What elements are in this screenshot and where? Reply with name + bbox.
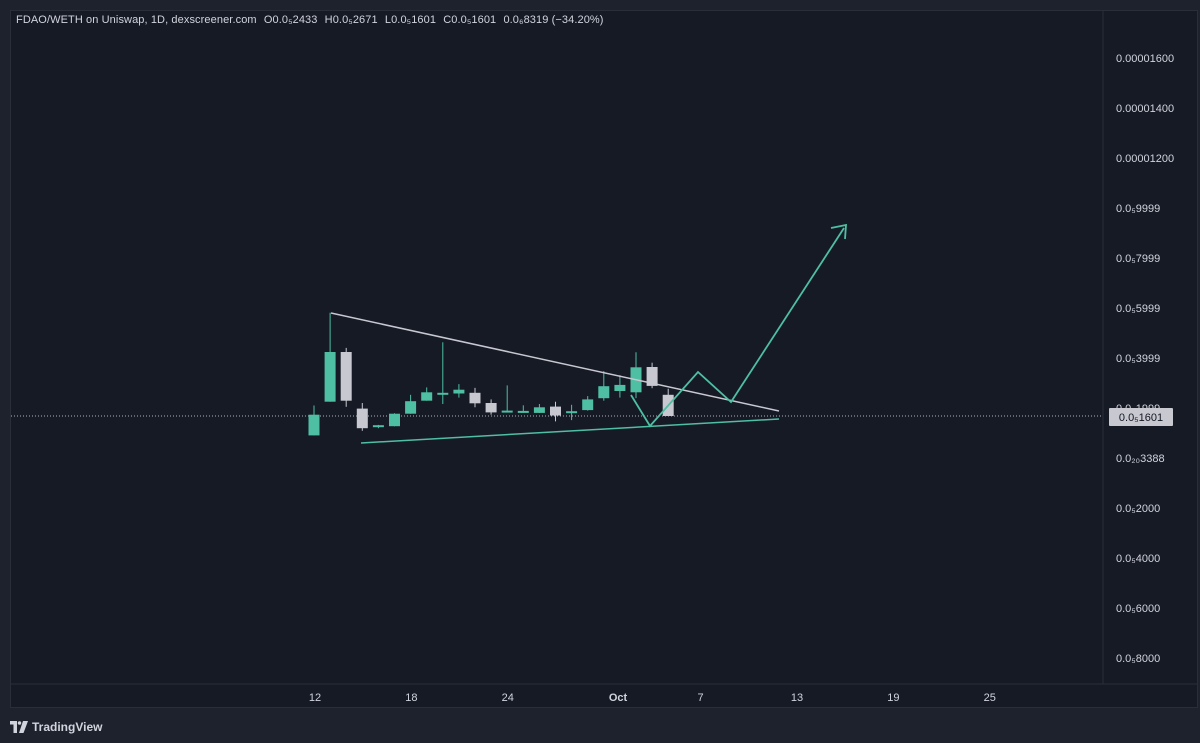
- projection-path[interactable]: [630, 227, 845, 428]
- candle-body: [437, 392, 449, 395]
- price-tick-label: 0.0₅7999: [1116, 253, 1160, 265]
- tradingview-brand: TradingView: [32, 720, 103, 734]
- candle-body: [598, 386, 610, 399]
- low-value: L0.0₅1601: [384, 14, 437, 26]
- candle-body: [646, 367, 658, 386]
- time-tick-label: 18: [405, 692, 417, 704]
- candle-body: [485, 403, 497, 413]
- time-tick-label: 24: [502, 692, 514, 704]
- candle-body: [356, 408, 368, 429]
- last-price-label-bg: [1109, 408, 1173, 426]
- candle-body: [340, 352, 352, 401]
- price-tick-label: 0.0₅6000: [1116, 603, 1160, 615]
- candle-body: [469, 392, 481, 404]
- candle-body: [308, 414, 320, 436]
- candle-body: [582, 399, 594, 411]
- tradingview-logo-icon: [10, 721, 28, 733]
- upper-trendline[interactable]: [330, 312, 780, 412]
- price-tick-label: 0.0₅5999: [1116, 303, 1160, 315]
- lower-trendline[interactable]: [360, 418, 780, 444]
- candles: [308, 312, 674, 436]
- last-price-label: 0.0₅1601: [1119, 412, 1163, 424]
- symbol-header[interactable]: FDAO/WETH on Uniswap, 1D, dexscreener.co…: [16, 14, 608, 26]
- time-tick-label: 7: [698, 692, 704, 704]
- time-tick-label: 25: [984, 692, 996, 704]
- symbol-title[interactable]: FDAO/WETH on Uniswap, 1D, dexscreener.co…: [16, 14, 257, 26]
- price-tick-label: 0.0₅2000: [1116, 503, 1160, 515]
- price-tick-label: 0.0₅9999: [1116, 203, 1160, 215]
- candle-body: [389, 413, 400, 427]
- time-tick-label: 12: [309, 692, 321, 704]
- time-tick-label: Oct: [609, 692, 628, 704]
- candle-body: [501, 410, 513, 413]
- price-tick-label: 0.00001600: [1116, 53, 1174, 65]
- candle-body: [421, 392, 433, 401]
- change-value: 0.0₆8319 (−34.20%): [503, 14, 604, 26]
- price-axis[interactable]: 0.00001600 0.00001400 0.00001200 0.0₅9999 0.…: [1116, 53, 1174, 665]
- candle-body: [533, 407, 545, 413]
- chart-pane[interactable]: [10, 10, 1198, 708]
- candle-body: [566, 411, 578, 414]
- candle-body: [405, 401, 417, 414]
- time-tick-label: 19: [887, 692, 899, 704]
- price-tick-label: 0.00001200: [1116, 153, 1174, 165]
- candle-body: [614, 384, 626, 391]
- candle-body: [324, 352, 336, 402]
- candle-body: [453, 389, 465, 394]
- candle-body: [372, 425, 384, 428]
- projection-arrowhead: [830, 223, 847, 240]
- candle-body: [550, 406, 561, 416]
- price-tick-label: 0.0₂₀3388: [1116, 453, 1165, 465]
- price-tick-label: 0.00001400: [1116, 103, 1174, 115]
- time-axis[interactable]: 12 18 24 Oct 7 13 19 25: [309, 692, 996, 704]
- high-value: H0.0₅2671: [324, 14, 378, 26]
- price-tick-label: 0.0₅3999: [1116, 353, 1160, 365]
- time-tick-label: 13: [791, 692, 803, 704]
- footer-branding[interactable]: TradingView: [10, 716, 102, 738]
- candle-body: [517, 410, 529, 413]
- price-tick-label: 0.0₅4000: [1116, 553, 1160, 565]
- close-value: C0.0₅1601: [443, 14, 497, 26]
- open-value: O0.0₅2433: [263, 14, 318, 26]
- price-tick-label: 0.0₅8000: [1116, 653, 1160, 665]
